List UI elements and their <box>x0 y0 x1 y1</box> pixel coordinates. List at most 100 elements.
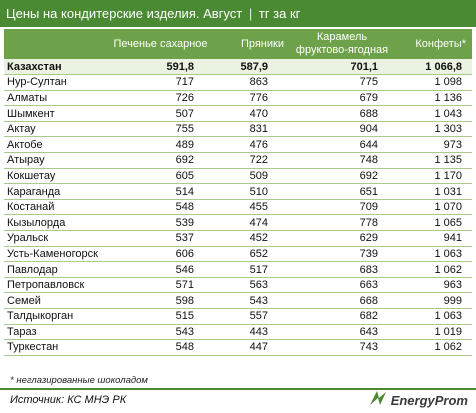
price-cell: 606 <box>111 246 216 263</box>
price-cell: 709 <box>290 199 400 216</box>
price-cell: 643 <box>290 324 400 341</box>
table-row: Караганда 514 510 651 1 031 <box>4 183 472 200</box>
price-cell: 474 <box>216 214 290 232</box>
price-cell: 688 <box>290 105 400 122</box>
column-header-region <box>4 29 111 59</box>
price-cell: 692 <box>290 168 400 185</box>
price-cell: 1 063 <box>400 246 472 263</box>
price-cell: 739 <box>290 246 400 263</box>
price-cell: 548 <box>111 339 216 356</box>
region-name: Талдыкорган <box>4 308 111 325</box>
price-cell: 999 <box>400 292 472 309</box>
source-note: Источник: КС МНЭ РК <box>10 394 127 406</box>
price-cell: 973 <box>400 136 472 154</box>
column-header-candies: Конфеты* <box>415 37 466 50</box>
price-cell: 1 136 <box>400 90 472 107</box>
price-cell: 692 <box>111 152 216 169</box>
table-header-row: Печенье сахарное Пряники Карамель фрукто… <box>4 29 472 59</box>
price-cell: 1 062 <box>400 339 472 356</box>
price-cell: 1 070 <box>400 199 472 216</box>
region-name: Караганда <box>4 183 111 200</box>
price-cell: 543 <box>111 324 216 341</box>
price-cell: 775 <box>290 74 400 91</box>
region-name: Туркестан <box>4 339 111 356</box>
price-table: Печенье сахарное Пряники Карамель фрукто… <box>4 29 472 356</box>
price-cell: 682 <box>290 308 400 325</box>
table-row: Атырау 692 722 748 1 135 <box>4 152 472 169</box>
price-cell: 557 <box>216 308 290 325</box>
price-cell: 489 <box>111 136 216 154</box>
price-cell: 598 <box>111 292 216 309</box>
region-name: Нур-Султан <box>4 74 111 91</box>
price-cell: 668 <box>290 292 400 309</box>
price-cell: 679 <box>290 90 400 107</box>
table-row: Кокшетау 605 509 692 1 170 <box>4 168 472 185</box>
price-cell: 941 <box>400 230 472 247</box>
table-row: Петропавловск 571 563 663 963 <box>4 277 472 294</box>
region-name: Кызылорда <box>4 214 111 232</box>
price-cell: 722 <box>216 152 290 169</box>
price-cell: 1 043 <box>400 105 472 122</box>
energyprom-logo-icon <box>368 389 388 412</box>
price-cell: 548 <box>111 199 216 216</box>
region-name: Атырау <box>4 152 111 169</box>
price-cell: 452 <box>216 230 290 247</box>
price-cell: 904 <box>290 121 400 138</box>
table-body: Казахстан 591,8 587,9 701,1 1 066,8 Нур-Султа… <box>4 59 472 356</box>
region-name: Усть-Каменогорск <box>4 246 111 263</box>
price-cell: 1 303 <box>400 121 472 138</box>
region-name: Кокшетау <box>4 168 111 185</box>
price-cell: 507 <box>111 105 216 122</box>
price-cell: 717 <box>111 74 216 91</box>
column-header-sugar-cookies: Печенье сахарное <box>113 37 208 50</box>
price-cell: 776 <box>216 90 290 107</box>
price-cell: 663 <box>290 277 400 294</box>
price-cell: 755 <box>111 121 216 138</box>
price-cell: 1 135 <box>400 152 472 169</box>
logo-text: EnergyProm <box>390 392 468 408</box>
unit-label: тг за кг <box>258 6 301 21</box>
table-row: Шымкент 507 470 688 1 043 <box>4 105 472 122</box>
price-cell: 543 <box>216 292 290 309</box>
table-row: Тараз 543 443 643 1 019 <box>4 324 472 341</box>
price-cell: 539 <box>111 214 216 232</box>
price-cell: 510 <box>216 183 290 200</box>
price-cell: 683 <box>290 261 400 278</box>
price-cell: 1 170 <box>400 168 472 185</box>
table-row-total: Казахстан 591,8 587,9 701,1 1 066,8 <box>4 59 472 76</box>
price-cell: 1 062 <box>400 261 472 278</box>
region-name: Уральск <box>4 230 111 247</box>
price-cell: 1 066,8 <box>400 59 472 76</box>
price-cell: 1 019 <box>400 324 472 341</box>
table-row: Актобе 489 476 644 973 <box>4 136 472 154</box>
price-cell: 546 <box>111 261 216 278</box>
table-row: Туркестан 548 447 743 1 062 <box>4 339 472 356</box>
price-cell: 563 <box>216 277 290 294</box>
region-name: Алматы <box>4 90 111 107</box>
table-row: Уральск 537 452 629 941 <box>4 230 472 247</box>
region-name: Павлодар <box>4 261 111 278</box>
price-cell: 1 063 <box>400 308 472 325</box>
table-row: Кызылорда 539 474 778 1 065 <box>4 214 472 232</box>
price-cell: 743 <box>290 339 400 356</box>
table-row: Усть-Каменогорск 606 652 739 1 063 <box>4 246 472 263</box>
price-cell: 509 <box>216 168 290 185</box>
price-cell: 1 065 <box>400 214 472 232</box>
price-cell: 652 <box>216 246 290 263</box>
column-header-gingerbread: Пряники <box>240 37 284 50</box>
footnote: * неглазированные шоколадом <box>10 375 148 386</box>
price-cell: 515 <box>111 308 216 325</box>
table-row: Алматы 726 776 679 1 136 <box>4 90 472 107</box>
price-cell: 644 <box>290 136 400 154</box>
price-cell: 587,9 <box>216 59 290 76</box>
region-name: Шымкент <box>4 105 111 122</box>
price-cell: 591,8 <box>111 59 216 76</box>
price-cell: 447 <box>216 339 290 356</box>
region-name: Актау <box>4 121 111 138</box>
column-header-caramel: Карамель фруктово-ягодная <box>295 31 389 56</box>
region-name: Актобе <box>4 136 111 154</box>
table-row: Нур-Султан 717 863 775 1 098 <box>4 74 472 91</box>
footer-divider <box>0 388 476 390</box>
price-cell: 571 <box>111 277 216 294</box>
